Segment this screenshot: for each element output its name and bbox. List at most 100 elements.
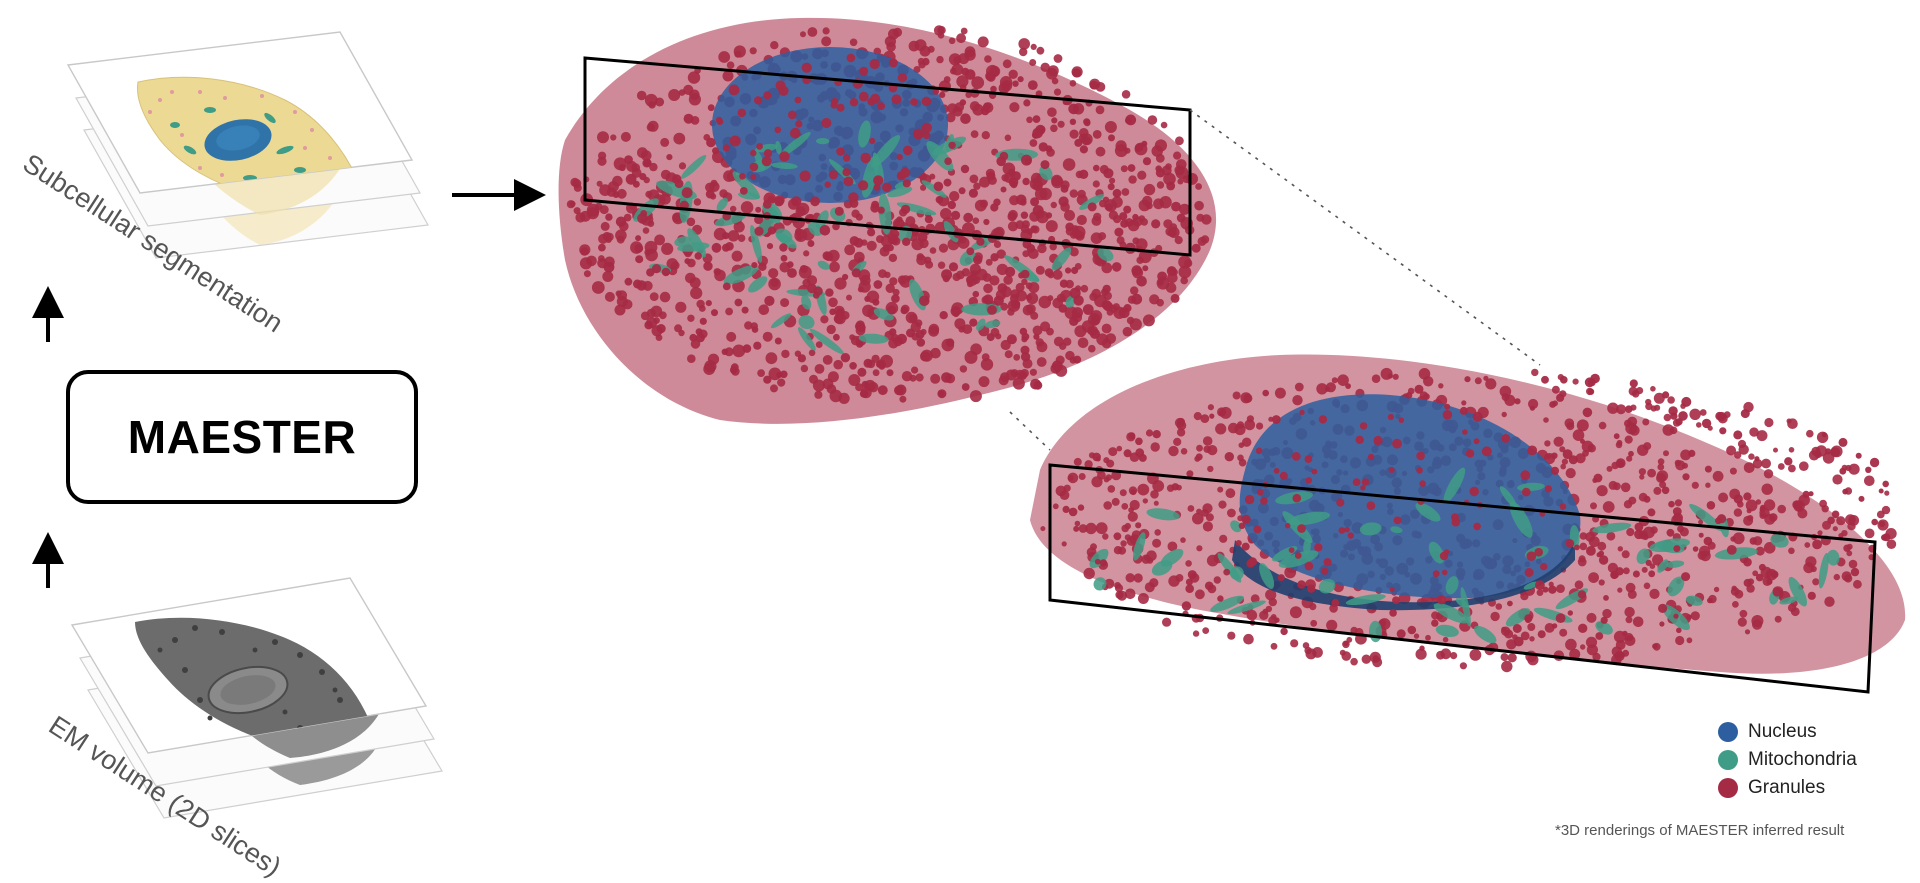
mitochondrion — [921, 180, 947, 198]
granule — [1366, 501, 1376, 511]
granule — [949, 191, 960, 202]
granule — [1026, 294, 1033, 301]
granule — [1607, 402, 1619, 414]
granule — [635, 255, 644, 264]
granule — [1195, 589, 1205, 600]
granule — [1629, 379, 1638, 388]
granule — [1576, 419, 1589, 432]
granule — [1663, 413, 1672, 422]
granule — [1125, 573, 1135, 583]
granule — [822, 355, 833, 365]
granule — [1752, 458, 1763, 469]
granule — [1036, 46, 1045, 55]
granule — [1703, 536, 1713, 546]
granule — [1087, 202, 1097, 212]
granule — [689, 333, 697, 342]
granule — [812, 292, 820, 299]
granule — [1559, 503, 1567, 510]
granule — [573, 207, 581, 215]
granule — [1626, 455, 1633, 462]
granule — [935, 196, 943, 204]
granule — [848, 374, 861, 386]
granule — [1560, 376, 1568, 384]
granule — [1196, 213, 1205, 222]
granule — [1766, 578, 1773, 585]
granule — [1839, 467, 1847, 475]
granule — [900, 167, 911, 178]
granule — [1073, 457, 1082, 466]
granule — [1512, 624, 1522, 633]
granule — [833, 333, 840, 341]
granule — [1165, 163, 1172, 170]
mitochondrion — [771, 162, 798, 170]
granule — [1392, 438, 1402, 449]
granule — [1078, 473, 1086, 480]
granule — [1606, 531, 1616, 541]
granule — [979, 199, 989, 208]
granule — [687, 354, 696, 364]
granule — [618, 164, 626, 172]
granule — [1244, 419, 1256, 431]
granule — [1864, 475, 1875, 487]
granule — [1501, 660, 1513, 673]
granule — [903, 145, 913, 156]
granule — [1580, 438, 1585, 444]
granule — [1202, 503, 1213, 514]
granule — [1432, 570, 1440, 578]
granule — [922, 57, 930, 66]
granule — [1650, 386, 1656, 392]
granule — [913, 128, 924, 140]
granule — [1053, 54, 1063, 63]
granule — [1137, 483, 1150, 496]
granule — [1073, 525, 1080, 532]
granule — [1128, 175, 1137, 184]
granule — [1821, 505, 1829, 513]
granule — [869, 137, 876, 145]
granule — [718, 51, 731, 63]
granule — [1673, 613, 1679, 619]
granule — [620, 131, 631, 142]
granule — [1752, 570, 1759, 577]
granule — [1202, 521, 1213, 532]
granule — [1016, 290, 1027, 302]
granule — [1020, 269, 1030, 279]
granule — [1196, 444, 1203, 452]
granule — [1022, 304, 1034, 316]
granule — [1019, 327, 1028, 336]
mitochondrion — [1146, 508, 1180, 521]
granule — [1707, 597, 1713, 604]
granule — [1120, 540, 1127, 547]
mitochondrion — [798, 327, 816, 351]
granule — [1067, 472, 1079, 484]
granule — [1850, 567, 1860, 577]
granule — [678, 162, 687, 170]
granule — [870, 93, 881, 104]
granule — [1187, 570, 1197, 580]
granule — [842, 154, 851, 162]
granule — [1063, 484, 1071, 492]
mitochondrion — [1473, 625, 1497, 644]
granule — [1884, 490, 1890, 496]
granule — [1083, 118, 1091, 126]
granule — [1291, 452, 1301, 461]
granule — [803, 250, 810, 257]
granule — [1072, 307, 1083, 319]
granule — [758, 304, 770, 316]
legend-item-mitochondria: Mitochondria — [1718, 746, 1857, 774]
granule — [950, 67, 957, 75]
granule — [1625, 616, 1633, 624]
mitochondrion — [1657, 559, 1669, 573]
granule — [869, 58, 880, 70]
granule — [960, 113, 971, 124]
granule — [755, 206, 762, 213]
granule — [1652, 554, 1664, 566]
granule — [889, 328, 897, 336]
granule — [1838, 533, 1844, 539]
granule — [1760, 504, 1766, 511]
granule — [969, 174, 979, 184]
granule — [1114, 227, 1124, 237]
granule — [1246, 609, 1258, 621]
granule — [1004, 134, 1012, 142]
granule — [675, 301, 687, 313]
granule — [1242, 437, 1252, 447]
